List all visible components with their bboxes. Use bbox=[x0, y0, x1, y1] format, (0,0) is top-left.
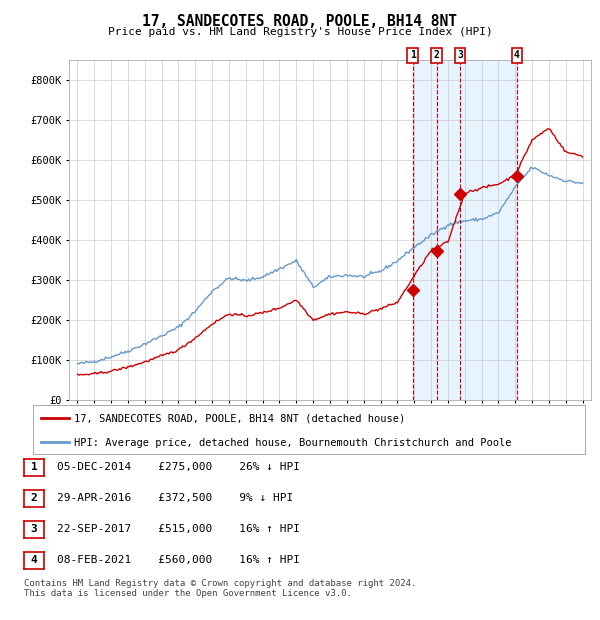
Text: 4: 4 bbox=[514, 50, 520, 60]
Text: This data is licensed under the Open Government Licence v3.0.: This data is licensed under the Open Gov… bbox=[24, 590, 352, 598]
Text: 3: 3 bbox=[31, 525, 37, 534]
Text: HPI: Average price, detached house, Bournemouth Christchurch and Poole: HPI: Average price, detached house, Bour… bbox=[74, 438, 512, 448]
Text: Price paid vs. HM Land Registry's House Price Index (HPI): Price paid vs. HM Land Registry's House … bbox=[107, 27, 493, 37]
Text: 17, SANDECOTES ROAD, POOLE, BH14 8NT: 17, SANDECOTES ROAD, POOLE, BH14 8NT bbox=[143, 14, 458, 29]
Text: 1: 1 bbox=[31, 463, 37, 472]
Bar bbox=[413, 60, 437, 400]
Text: 3: 3 bbox=[457, 50, 463, 60]
Text: 1: 1 bbox=[410, 50, 416, 60]
Text: 29-APR-2016    £372,500    9% ↓ HPI: 29-APR-2016 £372,500 9% ↓ HPI bbox=[57, 494, 293, 503]
Text: 08-FEB-2021    £560,000    16% ↑ HPI: 08-FEB-2021 £560,000 16% ↑ HPI bbox=[57, 556, 300, 565]
Text: 2: 2 bbox=[31, 494, 37, 503]
Text: Contains HM Land Registry data © Crown copyright and database right 2024.: Contains HM Land Registry data © Crown c… bbox=[24, 579, 416, 588]
Text: 05-DEC-2014    £275,000    26% ↓ HPI: 05-DEC-2014 £275,000 26% ↓ HPI bbox=[57, 463, 300, 472]
Text: 4: 4 bbox=[31, 556, 37, 565]
Text: 2: 2 bbox=[434, 50, 440, 60]
Bar bbox=[437, 60, 460, 400]
Bar bbox=[460, 60, 517, 400]
Text: 17, SANDECOTES ROAD, POOLE, BH14 8NT (detached house): 17, SANDECOTES ROAD, POOLE, BH14 8NT (de… bbox=[74, 414, 406, 423]
Text: 22-SEP-2017    £515,000    16% ↑ HPI: 22-SEP-2017 £515,000 16% ↑ HPI bbox=[57, 525, 300, 534]
